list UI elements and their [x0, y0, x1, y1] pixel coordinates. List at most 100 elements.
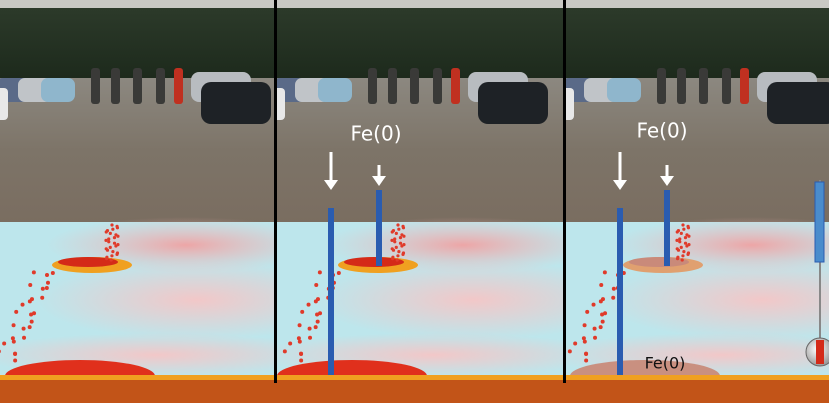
droplet [582, 336, 586, 340]
droplet [113, 242, 116, 245]
droplet [399, 236, 402, 239]
droplet [283, 349, 287, 353]
car [607, 78, 641, 102]
probe-core [816, 340, 824, 364]
droplet [307, 303, 311, 307]
person [133, 68, 142, 104]
panel [542, 0, 829, 392]
person [657, 68, 666, 104]
droplet [402, 226, 405, 229]
droplet [686, 253, 689, 256]
droplet [391, 257, 394, 260]
droplet [300, 310, 304, 314]
hedge [277, 8, 563, 78]
droplet [107, 237, 110, 240]
droplet [584, 352, 588, 356]
droplet [22, 336, 26, 340]
droplet [28, 325, 32, 329]
droplet [682, 228, 685, 231]
probe [815, 182, 824, 262]
droplet [402, 235, 405, 238]
person [368, 68, 377, 104]
droplet [687, 235, 690, 238]
droplet [396, 254, 399, 257]
hedge [566, 8, 829, 78]
well [328, 208, 334, 375]
well [617, 208, 623, 375]
person [433, 68, 442, 104]
droplet [13, 358, 17, 362]
droplet [298, 323, 302, 327]
droplet [583, 340, 587, 344]
droplet [573, 342, 577, 346]
droplet [308, 336, 312, 340]
hedge [0, 8, 274, 78]
car [318, 78, 352, 102]
droplet [299, 352, 303, 356]
droplet [392, 249, 395, 252]
droplet [46, 281, 50, 285]
droplet [32, 311, 36, 315]
droplet [678, 237, 681, 240]
droplet [314, 299, 318, 303]
droplet [21, 303, 25, 307]
droplet [583, 323, 587, 327]
droplet [110, 223, 113, 226]
droplet [568, 349, 572, 353]
source [629, 257, 689, 267]
droplet [109, 246, 112, 249]
droplet [585, 310, 589, 314]
car [201, 82, 271, 124]
well [376, 190, 382, 266]
droplet [401, 253, 404, 256]
droplet [599, 283, 603, 287]
droplet [299, 358, 303, 362]
panels [0, 0, 829, 392]
droplet [40, 296, 44, 300]
droplet [676, 257, 679, 260]
fe-label: Fe(0) [636, 119, 687, 143]
droplet [116, 235, 119, 238]
droplet [397, 228, 400, 231]
droplet [288, 342, 292, 346]
droplet [599, 299, 603, 303]
droplet [109, 232, 112, 235]
droplet [318, 270, 322, 274]
person [451, 68, 460, 104]
droplet [393, 240, 396, 243]
person [91, 68, 100, 104]
droplet [30, 320, 34, 324]
droplet [114, 244, 117, 247]
droplet [12, 323, 16, 327]
droplet [603, 270, 607, 274]
droplet [12, 340, 16, 344]
droplet [681, 223, 684, 226]
droplet [116, 226, 119, 229]
droplet [314, 325, 318, 329]
droplet [308, 327, 312, 331]
droplet [396, 223, 399, 226]
droplet [611, 296, 615, 300]
droplet [113, 236, 116, 239]
droplet [28, 299, 32, 303]
droplet [51, 271, 55, 275]
droplet [314, 283, 318, 287]
droplet [111, 250, 114, 253]
droplet [680, 246, 683, 249]
droplet [677, 249, 680, 252]
droplet [105, 257, 108, 260]
droplet [390, 239, 393, 242]
source [344, 257, 404, 267]
person [174, 68, 183, 104]
droplet [603, 311, 607, 315]
droplet [45, 286, 49, 290]
divider [563, 0, 566, 383]
droplet [612, 287, 616, 291]
droplet [396, 258, 399, 261]
droplet [393, 237, 396, 240]
droplet [115, 253, 118, 256]
aquifer-base-top [0, 375, 829, 380]
droplet [2, 342, 6, 346]
droplet [601, 320, 605, 324]
droplet [45, 273, 49, 277]
